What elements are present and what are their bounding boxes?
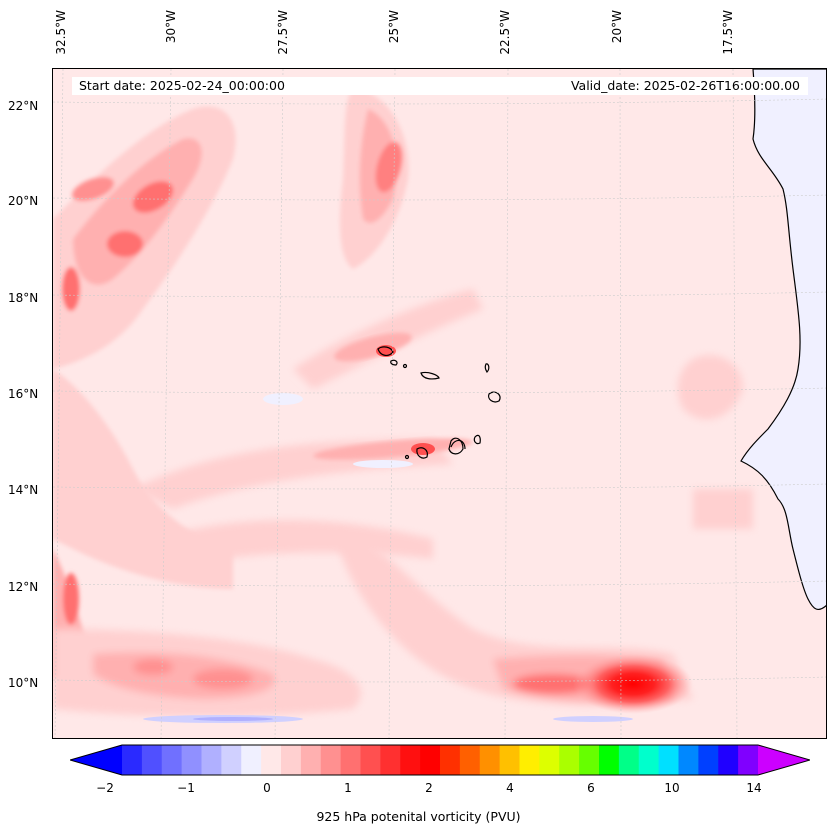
lon-label: 20°W [610,10,624,44]
lat-label: 16°N [8,387,39,401]
pv-field-map [53,69,826,738]
colorbar-tick-label: 6 [587,781,595,795]
lat-label: 12°N [8,580,39,594]
colorbar-label: 925 hPa potenital vorticity (PVU) [316,809,521,824]
colorbar-segment [221,745,242,775]
colorbar-segment [678,745,699,775]
pv-maximum-hotspot [573,654,693,714]
colorbar-segment [738,745,759,775]
colorbar-tick-label: 2 [425,781,433,795]
pv-hotspots-islands [313,332,473,468]
colorbar-segment [618,745,640,775]
lat-label: 22°N [8,99,39,113]
valid-date: Valid_date: 2025-02-26T16:00:00.00 [570,78,800,93]
cape-verde-islands [377,346,501,460]
colorbar-segment [360,745,381,775]
pv-negative-streaks [143,393,633,723]
colorbar-segment [479,745,501,775]
colorbar-segment [340,745,361,775]
lon-label: 25°W [387,10,401,44]
colorbar-segment [181,745,202,775]
colorbar-segment [281,745,302,775]
colorbar-segment [241,745,262,775]
start-date: Start date: 2025-02-24_00:00:00 [79,78,285,93]
lon-label: 22.5°W [498,10,512,55]
colorbar-tick-label: 4 [506,781,514,795]
colorbar-segment [400,745,421,775]
lon-label: 17.5°W [721,10,735,55]
colorbar-segment [599,745,620,775]
lon-label: 27.5°W [276,10,290,55]
lat-label: 10°N [8,676,39,690]
colorbar-segment [718,745,739,775]
colorbar-segment [161,745,183,775]
colorbar-segment [440,745,461,775]
colorbar-segment [380,745,401,775]
colorbar-tick-label: −2 [96,781,114,795]
colorbar-tick-label: 14 [746,781,762,795]
colorbar-segment [320,745,342,775]
pv-contour-north-central [340,89,409,269]
africa-coast [740,69,826,611]
colorbar-segment [141,745,163,775]
colorbar-segment [201,745,222,775]
colorbar-outline [70,744,810,776]
lat-label: 20°N [8,194,39,208]
colorbar-segment [459,745,481,775]
lon-label: 32.5°W [54,10,68,55]
colorbar-extend-low [70,745,122,775]
colorbar-segment [519,745,540,775]
colorbar-segment [261,745,282,775]
colorbar [70,744,810,776]
colorbar-segment [579,745,600,775]
colorbar-segment [559,745,580,775]
colorbar-segment [638,745,660,775]
colorbar-segment [698,745,719,775]
colorbar-tick-label: 1 [344,781,352,795]
map-panel[interactable] [52,68,827,739]
colorbar-segment [122,745,143,775]
colorbar-segment [539,745,560,775]
lon-label: 30°W [164,10,178,44]
colorbar-tick-label: −1 [177,781,195,795]
colorbar-segment [499,745,520,775]
colorbar-segment [300,745,322,775]
colorbar-tick-label: 10 [664,781,680,795]
colorbar-extend-high [758,745,810,775]
lat-label: 14°N [8,483,39,497]
date-info-bar: Start date: 2025-02-24_00:00:00 Valid_da… [72,77,808,95]
colorbar-segment [420,745,441,775]
colorbar-tick-label: 0 [263,781,271,795]
colorbar-segment [658,745,679,775]
lat-label: 18°N [8,291,39,305]
